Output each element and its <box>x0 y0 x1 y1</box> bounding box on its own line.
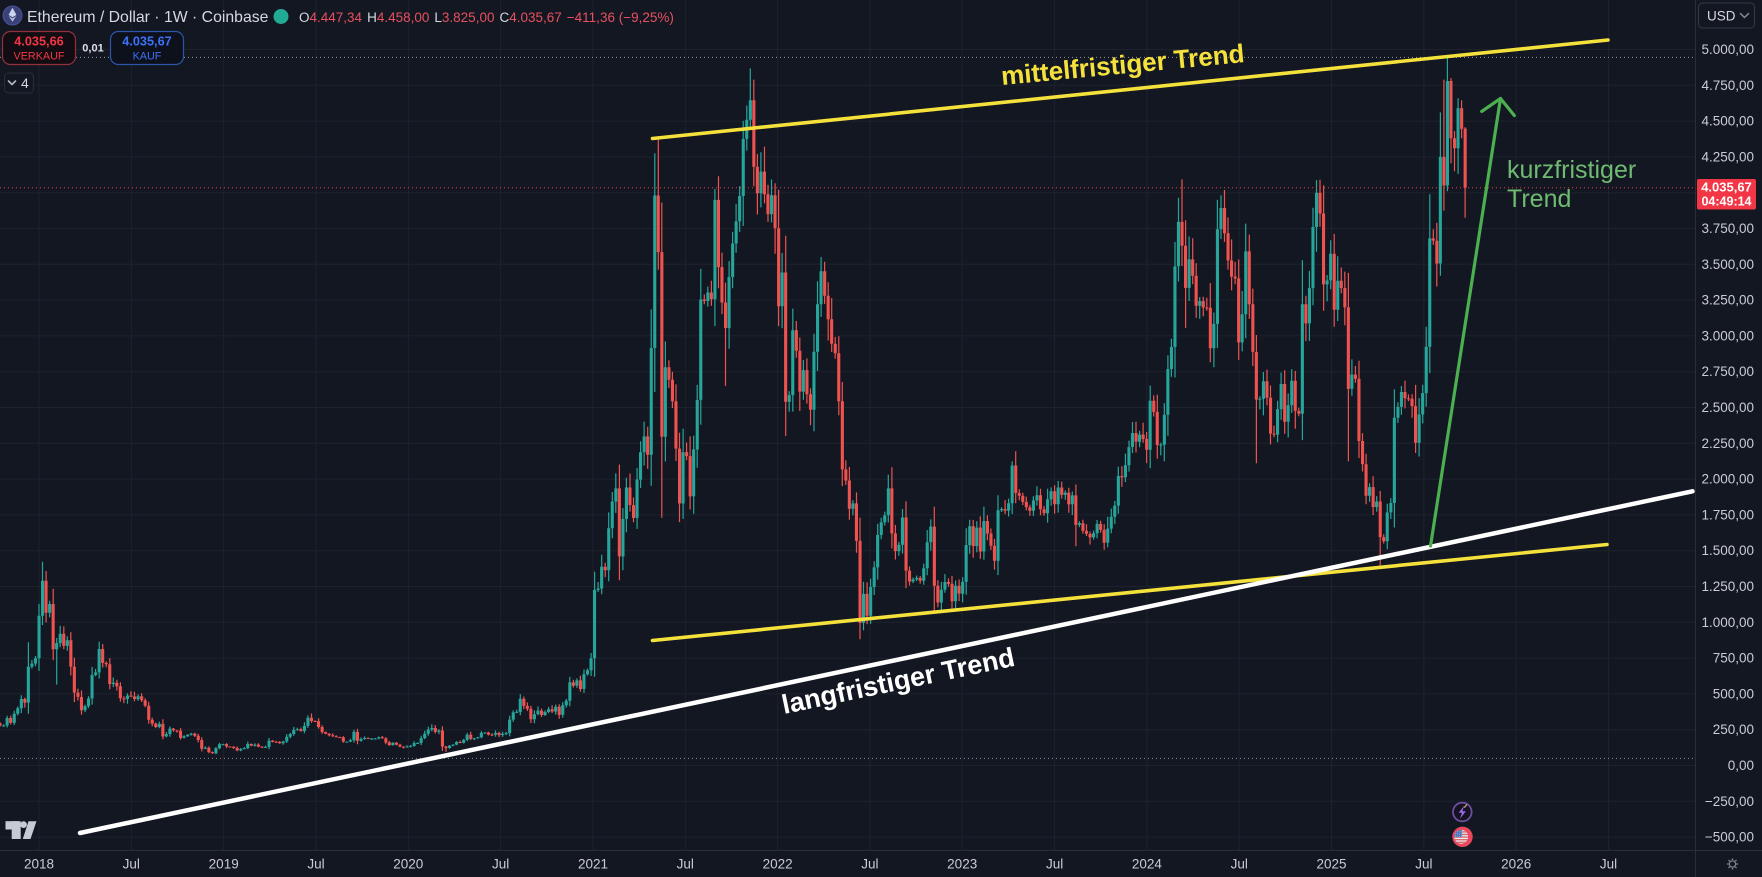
svg-text:4.035,67: 4.035,67 <box>122 35 171 49</box>
svg-text:4.035,67: 4.035,67 <box>1701 180 1752 195</box>
svg-text:1.500,00: 1.500,00 <box>1701 543 1754 558</box>
svg-text:4: 4 <box>21 75 29 91</box>
svg-text:Jul: Jul <box>492 857 509 872</box>
svg-text:Jul: Jul <box>1415 857 1432 872</box>
svg-text:1.000,00: 1.000,00 <box>1701 615 1754 630</box>
svg-text:Trend: Trend <box>1507 185 1571 213</box>
svg-text:3.000,00: 3.000,00 <box>1701 328 1754 343</box>
svg-text:Jul: Jul <box>1046 857 1063 872</box>
svg-text:Jul: Jul <box>677 857 694 872</box>
svg-text:−250,00: −250,00 <box>1705 794 1754 809</box>
svg-text:2021: 2021 <box>578 857 608 872</box>
svg-text:2020: 2020 <box>393 857 423 872</box>
svg-text:−500,00: −500,00 <box>1705 830 1754 845</box>
svg-text:2019: 2019 <box>209 857 239 872</box>
svg-text:2023: 2023 <box>947 857 977 872</box>
svg-text:2022: 2022 <box>763 857 793 872</box>
svg-text:3.750,00: 3.750,00 <box>1701 221 1754 236</box>
svg-text:KAUF: KAUF <box>133 51 162 63</box>
svg-text:2.500,00: 2.500,00 <box>1701 400 1754 415</box>
svg-text:4.750,00: 4.750,00 <box>1701 78 1754 93</box>
svg-text:4.250,00: 4.250,00 <box>1701 149 1754 164</box>
svg-text:1.750,00: 1.750,00 <box>1701 507 1754 522</box>
svg-text:750,00: 750,00 <box>1713 651 1754 666</box>
svg-text:0,01: 0,01 <box>82 43 103 55</box>
svg-text:0,00: 0,00 <box>1728 758 1754 773</box>
svg-text:Jul: Jul <box>1231 857 1248 872</box>
svg-text:Jul: Jul <box>861 857 878 872</box>
svg-text:USD: USD <box>1707 9 1736 24</box>
svg-text:VERKAUF: VERKAUF <box>14 51 65 63</box>
svg-text:2018: 2018 <box>24 857 54 872</box>
svg-text:04:49:14: 04:49:14 <box>1701 195 1751 209</box>
svg-text:2.750,00: 2.750,00 <box>1701 364 1754 379</box>
svg-text:kurzfristiger: kurzfristiger <box>1507 156 1636 184</box>
svg-text:250,00: 250,00 <box>1713 722 1754 737</box>
svg-text:Ethereum / Dollar · 1W · Coinb: Ethereum / Dollar · 1W · Coinbase <box>27 9 269 26</box>
svg-text:2024: 2024 <box>1132 857 1163 872</box>
svg-text:5.000,00: 5.000,00 <box>1701 42 1754 57</box>
svg-text:Jul: Jul <box>1600 857 1617 872</box>
svg-text:2.000,00: 2.000,00 <box>1701 472 1754 487</box>
svg-text:500,00: 500,00 <box>1713 686 1754 701</box>
svg-text:4.500,00: 4.500,00 <box>1701 114 1754 129</box>
svg-text:4.035,66: 4.035,66 <box>14 35 63 49</box>
svg-text:Jul: Jul <box>307 857 324 872</box>
svg-text:2026: 2026 <box>1501 857 1531 872</box>
svg-text:3.250,00: 3.250,00 <box>1701 293 1754 308</box>
svg-text:2.250,00: 2.250,00 <box>1701 436 1754 451</box>
svg-text:Jul: Jul <box>123 857 140 872</box>
svg-text:2025: 2025 <box>1316 857 1346 872</box>
svg-text:3.500,00: 3.500,00 <box>1701 257 1754 272</box>
svg-text:1.250,00: 1.250,00 <box>1701 579 1754 594</box>
